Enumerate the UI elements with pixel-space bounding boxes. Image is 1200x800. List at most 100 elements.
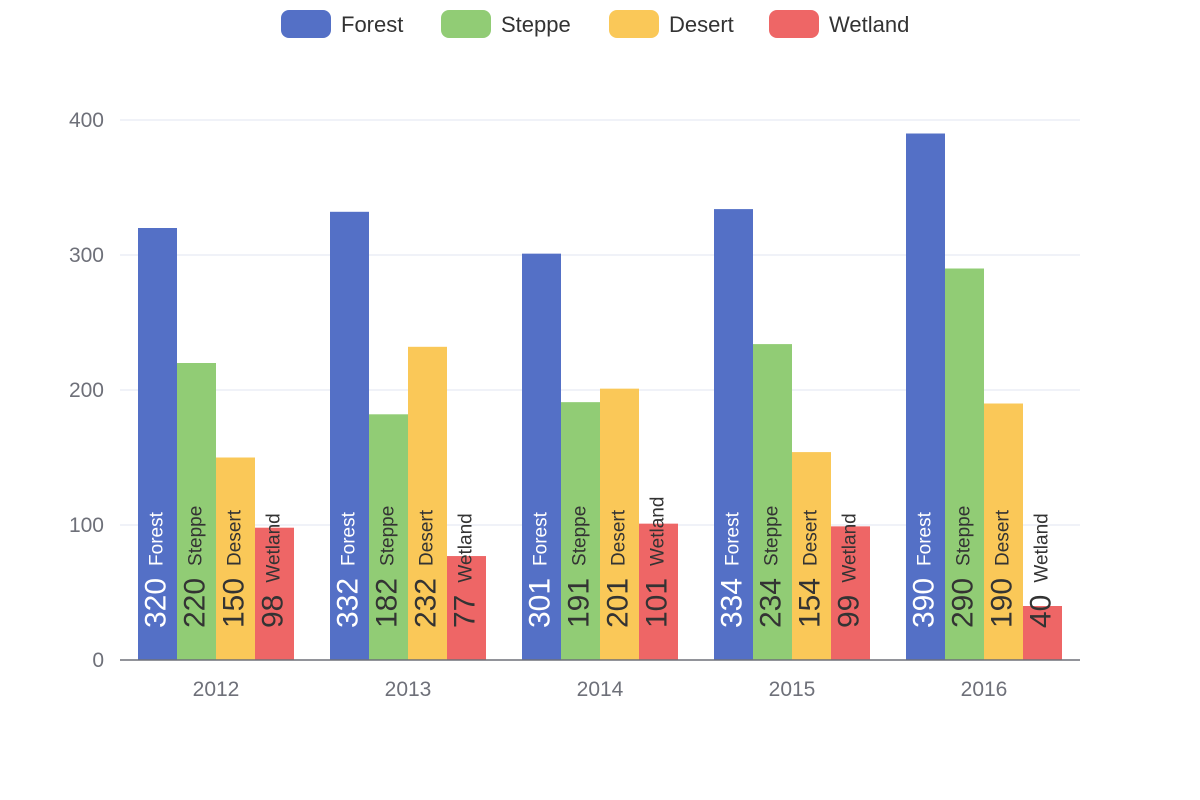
- y-axis: 0 100 200 300 400: [69, 109, 104, 672]
- bar-value-label: 332: [331, 578, 364, 628]
- legend-label: Steppe: [501, 12, 571, 37]
- bar-series-label: Forest: [147, 511, 168, 566]
- bar-series-label: Desert: [801, 509, 822, 566]
- bar-series-label: Forest: [915, 511, 936, 566]
- bar-value-label: 220: [178, 578, 211, 628]
- legend-label: Wetland: [829, 12, 909, 37]
- bar-wetland-2012[interactable]: [255, 527, 294, 660]
- bar-label-wetland-2013: 77 Wetland: [448, 513, 481, 628]
- bar-forest-2012[interactable]: [138, 228, 177, 660]
- bar-desert-2013[interactable]: [408, 346, 447, 660]
- bar-label-desert-2013: 232 Desert: [409, 509, 442, 628]
- bar-forest-2016[interactable]: [906, 133, 945, 661]
- bar-series-label: Wetland: [456, 513, 477, 582]
- bar-value-label: 99: [832, 595, 865, 628]
- bar-label-desert-2015: 154 Desert: [793, 509, 826, 628]
- bar-label-forest-2014: 301 Forest: [523, 511, 556, 628]
- legend-item-desert[interactable]: Desert: [609, 10, 734, 38]
- bar-series-label: Wetland: [648, 497, 669, 566]
- bar-label-forest-2012: 320 Forest: [139, 511, 172, 628]
- bar-series-label: Desert: [417, 509, 438, 566]
- legend-label: Desert: [669, 12, 734, 37]
- bar-value-label: 290: [946, 578, 979, 628]
- x-tick-label: 2013: [385, 678, 432, 701]
- bar-series-label: Steppe: [762, 506, 783, 566]
- bar-value-label: 301: [523, 578, 556, 628]
- bar-series-label: Forest: [339, 511, 360, 566]
- bar-steppe-2016[interactable]: [945, 268, 984, 661]
- bar-label-desert-2016: 190 Desert: [985, 509, 1018, 628]
- bar-series-label: Forest: [723, 511, 744, 566]
- bar-value-label: 191: [562, 578, 595, 628]
- legend-item-wetland[interactable]: Wetland: [769, 10, 909, 38]
- bar-label-forest-2015: 334 Forest: [715, 511, 748, 628]
- y-tick-label: 300: [69, 244, 104, 267]
- bar-series-label: Wetland: [840, 513, 861, 582]
- bar-wetland-2013[interactable]: [447, 556, 486, 660]
- bar-label-desert-2014: 201 Desert: [601, 509, 634, 628]
- legend-swatch: [281, 10, 331, 38]
- bar-desert-2015[interactable]: [792, 452, 831, 660]
- bar-value-label: 101: [640, 578, 673, 628]
- legend[interactable]: Forest Steppe Desert Wetland: [281, 10, 909, 38]
- bar-wetland-2015[interactable]: [831, 526, 870, 660]
- bar-value-label: 232: [409, 578, 442, 628]
- bar-forest-2013[interactable]: [330, 211, 369, 661]
- bar-label-steppe-2012: 220 Steppe: [178, 506, 211, 628]
- bar-label-wetland-2016: 40 Wetland: [1024, 513, 1057, 628]
- x-tick-label: 2012: [193, 678, 240, 701]
- bar-series-label: Forest: [531, 511, 552, 566]
- bar-value-label: 190: [985, 578, 1018, 628]
- bar-value-label: 390: [907, 578, 940, 628]
- bar-series-label: Wetland: [264, 513, 285, 582]
- legend-swatch: [609, 10, 659, 38]
- bar-series-label: Wetland: [1032, 513, 1053, 582]
- bar-label-forest-2016: 390 Forest: [907, 511, 940, 628]
- x-tick-label: 2015: [769, 678, 816, 701]
- bar-series-label: Desert: [993, 509, 1014, 566]
- legend-swatch: [769, 10, 819, 38]
- bar-forest-2015[interactable]: [714, 209, 753, 660]
- bar-desert-2014[interactable]: [600, 388, 639, 660]
- bar-value-label: 320: [139, 578, 172, 628]
- bar-label-forest-2013: 332 Forest: [331, 511, 364, 628]
- bar-label-steppe-2015: 234 Steppe: [754, 506, 787, 628]
- y-tick-label: 100: [69, 514, 104, 537]
- bar-value-label: 182: [370, 578, 403, 628]
- bar-series-label: Steppe: [570, 506, 591, 566]
- x-tick-label: 2014: [577, 678, 624, 701]
- bar-series-label: Steppe: [186, 506, 207, 566]
- bar-value-label: 234: [754, 578, 787, 628]
- bar-label-desert-2012: 150 Desert: [217, 509, 250, 628]
- x-tick-label: 2016: [961, 678, 1008, 701]
- legend-item-forest[interactable]: Forest: [281, 10, 403, 38]
- bar-labels: 320 Forest 220 Steppe 150 Desert 98 Wetland 332 F…: [139, 497, 1057, 628]
- bar-steppe-2013[interactable]: [369, 414, 408, 660]
- y-tick-label: 200: [69, 379, 104, 402]
- bar-desert-2012[interactable]: [216, 457, 255, 661]
- legend-label: Forest: [341, 12, 403, 37]
- bar-value-label: 150: [217, 578, 250, 628]
- legend-item-steppe[interactable]: Steppe: [441, 10, 571, 38]
- bar-label-steppe-2014: 191 Steppe: [562, 506, 595, 628]
- bar-series-label: Desert: [225, 509, 246, 566]
- bar-wetland-2014[interactable]: [639, 523, 678, 660]
- bar-wetland-2016[interactable]: [1023, 606, 1062, 660]
- bar-series-label: Desert: [609, 509, 630, 566]
- bar-label-steppe-2013: 182 Steppe: [370, 506, 403, 628]
- bar-steppe-2015[interactable]: [753, 344, 792, 660]
- bar-value-label: 40: [1024, 595, 1057, 628]
- bar-steppe-2012[interactable]: [177, 363, 216, 660]
- bar-series-label: Steppe: [954, 506, 975, 566]
- bar-label-steppe-2016: 290 Steppe: [946, 506, 979, 628]
- bar-steppe-2014[interactable]: [561, 402, 600, 660]
- bars: [138, 133, 1062, 661]
- bar-value-label: 77: [448, 595, 481, 628]
- bar-value-label: 154: [793, 578, 826, 628]
- bar-forest-2014[interactable]: [522, 253, 561, 660]
- bar-value-label: 201: [601, 578, 634, 628]
- y-tick-label: 400: [69, 109, 104, 132]
- bar-desert-2016[interactable]: [984, 403, 1023, 661]
